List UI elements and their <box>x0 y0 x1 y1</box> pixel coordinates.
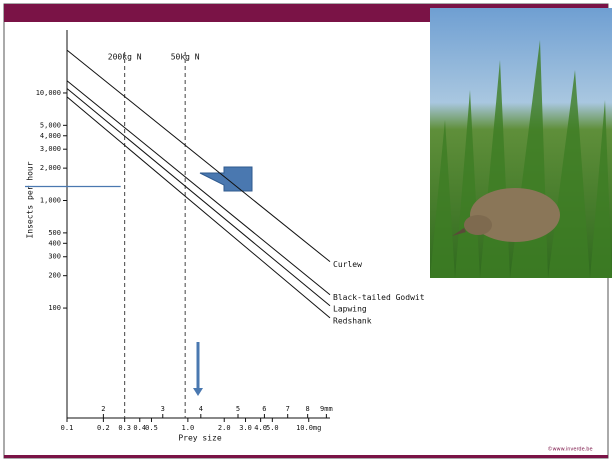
x-tick-label: 3.0 <box>239 424 252 432</box>
bird-head <box>464 215 492 235</box>
x-secondary-tick-label: 3 <box>161 405 165 413</box>
photo <box>430 8 612 278</box>
bottom-bar <box>4 455 608 458</box>
reference-vline-label: 50kg N <box>171 53 200 62</box>
x-secondary-tick-label: 9mm <box>320 405 333 413</box>
y-tick-label: 10,000 <box>36 89 61 97</box>
y-tick-label: 500 <box>48 229 61 237</box>
x-secondary-tick-label: 6 <box>262 405 266 413</box>
x-secondary-tick-label: 4 <box>199 405 203 413</box>
x-tick-label: 4.0 <box>254 424 267 432</box>
series-line <box>66 88 331 307</box>
x-tick-label: 0.3 <box>118 424 131 432</box>
y-tick-label: 200 <box>48 272 61 280</box>
y-tick-label: 1,000 <box>40 197 61 205</box>
series-line <box>66 80 331 296</box>
x-tick-label: 2.0 <box>218 424 231 432</box>
x-tick-label: 10.0mg <box>296 424 321 432</box>
y-tick-label: 3,000 <box>40 145 61 153</box>
y-tick-label: 2,000 <box>40 164 61 172</box>
x-tick-label: 1.0 <box>182 424 195 432</box>
y-tick-label: 4,000 <box>40 132 61 140</box>
arrow-down-head <box>193 388 203 396</box>
x-tick-label: 0.2 <box>97 424 110 432</box>
series-label: Redshank <box>333 316 372 325</box>
series-label: Curlew <box>333 260 362 269</box>
footer: ©www.inverde.be <box>547 446 592 453</box>
x-tick-label: 5.0 <box>266 424 279 432</box>
arrow-left <box>199 166 253 192</box>
reference-vline-label: 200kg N <box>108 53 142 62</box>
y-tick-label: 5,000 <box>40 121 61 129</box>
x-tick-label: 0.4 <box>133 424 146 432</box>
bird-beak <box>452 228 466 236</box>
series-label: Black-tailed Godwit <box>333 293 425 302</box>
x-axis-label: Prey size <box>178 434 222 443</box>
series-line <box>66 49 331 263</box>
x-secondary-tick-label: 8 <box>306 405 310 413</box>
x-tick-label: 0.1 <box>61 424 74 432</box>
y-tick-label: 100 <box>48 304 61 312</box>
series-line <box>66 96 331 319</box>
x-secondary-tick-label: 7 <box>286 405 290 413</box>
y-tick-label: 300 <box>48 253 61 261</box>
y-axis-label: Insects per hour <box>26 161 35 238</box>
series-label: Lapwing <box>333 304 367 313</box>
x-secondary-tick-label: 5 <box>236 405 240 413</box>
x-secondary-tick-label: 2 <box>101 405 105 413</box>
y-tick-label: 400 <box>48 239 61 247</box>
x-tick-label: 0.5 <box>145 424 158 432</box>
bird <box>470 188 560 242</box>
